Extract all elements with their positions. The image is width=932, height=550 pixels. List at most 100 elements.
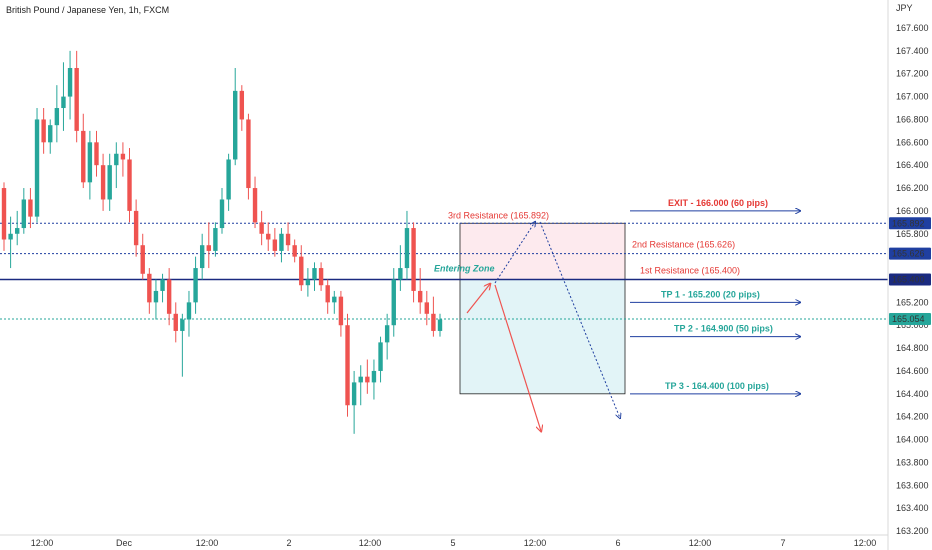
candle-body <box>193 268 198 303</box>
candle-body <box>325 285 330 303</box>
candle-body <box>206 245 211 251</box>
candle-body <box>305 279 311 286</box>
price-line-badge-label: 165.400 <box>892 275 925 285</box>
price-line-badge <box>889 273 931 286</box>
price-line-badge-label: 165.626 <box>892 249 925 259</box>
y-tick-label: 166.600 <box>896 137 929 147</box>
y-tick-label: 163.400 <box>896 503 929 513</box>
x-tick-label: 12:00 <box>31 538 54 548</box>
candle-body <box>292 245 297 257</box>
candle-body <box>180 319 185 331</box>
candle-body <box>120 153 126 160</box>
y-tick-label: 164.400 <box>896 389 929 399</box>
tp2-label: TP 2 - 164.900 (50 pips) <box>674 324 773 334</box>
candle-body <box>94 142 99 166</box>
candle-body <box>398 268 403 280</box>
y-tick-label: 165.200 <box>896 297 929 307</box>
drop-arrow <box>494 284 541 431</box>
candle-body <box>233 90 238 160</box>
candle-body <box>34 119 40 217</box>
candle-body <box>114 153 119 166</box>
y-tick-label: 166.000 <box>896 206 929 216</box>
candle-body <box>338 296 344 326</box>
y-tick-label: 166.400 <box>896 160 929 170</box>
candle-body <box>74 68 79 131</box>
projection-arrows <box>466 211 800 431</box>
second-resistance-label: 2nd Resistance (165.626) <box>632 240 735 250</box>
candle-body <box>345 325 350 406</box>
candle-body <box>48 125 53 143</box>
candle-body <box>107 165 112 200</box>
candle-body <box>1 188 7 240</box>
first-resistance-label: 1st Resistance (165.400) <box>640 266 740 276</box>
x-tick-label: 7 <box>780 538 785 548</box>
y-tick-label: 164.000 <box>896 435 929 445</box>
candle-body <box>266 233 271 240</box>
candle-body <box>384 325 390 343</box>
x-tick-label: Dec <box>116 538 133 548</box>
x-tick-label: 12:00 <box>524 538 547 548</box>
y-tick-label: 167.600 <box>896 23 929 33</box>
y-tick-label: 167.400 <box>896 46 929 56</box>
entering-zone-label: Entering Zone <box>434 264 495 274</box>
candle-body <box>312 268 317 280</box>
candle-body <box>133 210 139 246</box>
candle-body <box>437 319 443 331</box>
candle-body <box>219 199 225 229</box>
y-tick-label: 163.200 <box>896 526 929 536</box>
candle-body <box>391 279 396 326</box>
candle-body <box>252 188 258 223</box>
price-axis: 167.600 167.400 167.200 167.000 166.800 166.6… <box>887 0 931 550</box>
candle-body <box>186 302 192 320</box>
candle-body <box>226 159 231 200</box>
annotations: EXIT - 166.000 (60 pips) 3rd Resistance (… <box>434 198 773 391</box>
candle-body <box>28 199 33 217</box>
candle-body <box>285 233 291 246</box>
candle-body <box>21 199 27 229</box>
candle-body <box>371 370 377 383</box>
y-tick-label: 165.800 <box>896 229 929 239</box>
candle-body <box>272 239 278 251</box>
candle-body <box>54 108 60 126</box>
candle-body <box>279 233 284 251</box>
y-tick-label: 166.800 <box>896 114 929 124</box>
entry-arrow <box>466 284 490 314</box>
candle-body <box>61 96 66 109</box>
time-axis: 12:00 Dec 12:00 2 12:00 5 12:00 6 12:00 7 12:00 <box>0 534 888 548</box>
target-zone <box>460 279 625 394</box>
candle-body <box>213 228 218 251</box>
candle-body <box>417 290 423 303</box>
x-tick-label: 2 <box>286 538 291 548</box>
candle-body <box>365 376 370 383</box>
x-tick-label: 12:00 <box>689 538 712 548</box>
candle-body <box>378 342 383 371</box>
y-tick-label: 166.200 <box>896 183 929 193</box>
price-line-badge <box>889 313 931 326</box>
candle-body <box>160 279 165 291</box>
candle-body <box>351 382 357 406</box>
price-line-badge-label: 165.054 <box>892 314 925 324</box>
y-tick-label: 165.000 <box>896 320 929 330</box>
candle-body <box>424 302 429 314</box>
candle-body <box>147 273 152 303</box>
candle-body <box>246 119 251 189</box>
candle-body <box>318 268 324 286</box>
third-resistance-label: 3rd Resistance (165.892) <box>448 210 549 220</box>
candle-body <box>166 279 172 314</box>
candle-body <box>431 313 436 331</box>
candle-body <box>153 290 159 303</box>
price-line-badge <box>889 247 931 260</box>
candle-body <box>127 159 132 211</box>
candle-body <box>67 68 73 97</box>
candle-body <box>81 130 86 183</box>
x-tick-label: 12:00 <box>359 538 382 548</box>
candle-body <box>358 376 363 383</box>
y-tick-label: 164.800 <box>896 343 929 353</box>
candle-body <box>404 228 410 269</box>
trade-zones <box>459 222 626 395</box>
exit-label: EXIT - 166.000 (60 pips) <box>668 198 768 208</box>
candle-body <box>15 228 20 234</box>
candle-body <box>87 142 93 183</box>
y-tick-label: 167.000 <box>896 92 929 102</box>
